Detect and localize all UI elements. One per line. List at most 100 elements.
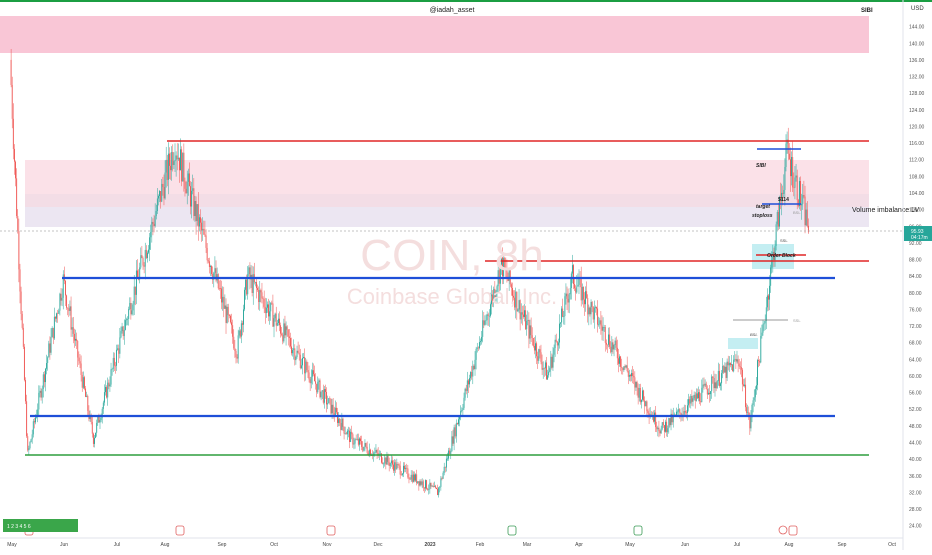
earnings-icon[interactable] [633, 525, 643, 536]
candle-body [65, 280, 66, 296]
candle-body [474, 359, 476, 370]
candle-body [599, 320, 601, 325]
candle-body [782, 192, 784, 194]
candle-body [228, 315, 230, 316]
candle-body [442, 472, 444, 479]
candle-body [12, 118, 14, 149]
candle-body [459, 417, 461, 420]
candle-body [550, 356, 552, 369]
candle-body [294, 348, 296, 361]
candle-body [691, 395, 693, 402]
candle-body [186, 181, 188, 194]
time-axis-label: Nov [323, 542, 332, 548]
candle-body [535, 343, 536, 351]
candle-body [297, 350, 299, 353]
candle-body [642, 390, 643, 400]
price-tick-label: 56.00 [909, 391, 922, 397]
candle-body [426, 480, 428, 489]
candle-body [399, 465, 401, 475]
candle-body [722, 365, 724, 374]
candle-body [214, 268, 216, 273]
candle-body [73, 333, 75, 341]
candle-body [701, 387, 703, 403]
candle-body [350, 431, 352, 442]
drawing-toolbar[interactable] [3, 519, 78, 532]
candle-body [625, 365, 627, 368]
candle-body [241, 323, 243, 325]
candle-body [80, 363, 82, 375]
candle-body [491, 294, 492, 305]
candle-body [555, 339, 557, 342]
candle-body [376, 450, 378, 453]
candle-body [608, 334, 610, 345]
order-block-label: Order Block [767, 253, 796, 259]
candle-body [594, 307, 596, 308]
candle-body [48, 343, 50, 358]
candle-body [70, 306, 72, 330]
candle-body [143, 265, 145, 267]
candle-body [679, 409, 681, 413]
candle-body [91, 421, 93, 434]
time-axis-label: Jun [681, 542, 689, 548]
candle-body [800, 181, 801, 206]
candle-body [784, 166, 786, 190]
candle-body [393, 464, 395, 471]
candle-body [639, 388, 641, 403]
candle-body [696, 393, 698, 399]
candle-body [396, 463, 398, 470]
candle-body [705, 383, 707, 390]
dividend-icon[interactable] [778, 525, 788, 535]
candle-body [79, 361, 81, 364]
price-tick-label: 68.00 [909, 341, 922, 347]
candle-body [693, 394, 695, 399]
candle-body [613, 344, 615, 350]
candle-body [145, 249, 147, 259]
candle-body [597, 308, 599, 325]
candle-body [624, 366, 626, 368]
candle-body [456, 423, 458, 425]
candle-body [565, 293, 567, 297]
candle-body [790, 159, 791, 177]
candle-body [265, 307, 267, 314]
candle-body [729, 362, 731, 366]
candle-body [116, 349, 117, 366]
candle-body [769, 285, 771, 300]
candle-body [520, 312, 522, 320]
candle-body [133, 286, 135, 305]
candle-body [415, 474, 417, 481]
candle-body [86, 395, 88, 397]
candle-body [623, 366, 625, 371]
candle-body [529, 325, 531, 339]
candle-body [516, 291, 518, 312]
price-tick-label: 80.00 [909, 291, 922, 297]
earnings-icon[interactable] [788, 525, 798, 536]
candle-body [306, 361, 308, 371]
candle-body [688, 399, 690, 406]
candle-body [513, 295, 514, 298]
candle-body [775, 224, 777, 246]
candle-body [527, 319, 529, 321]
candle-body [633, 375, 635, 378]
earnings-icon[interactable] [507, 525, 517, 536]
candle-body [797, 200, 799, 207]
candle-body [82, 377, 84, 388]
candle-body [695, 393, 697, 401]
candle-body [662, 422, 664, 426]
earnings-icon[interactable] [175, 525, 185, 536]
candle-body [761, 332, 763, 336]
candle-body [99, 420, 101, 423]
candle-body [768, 295, 769, 300]
candle-body [353, 443, 355, 445]
candle-body [673, 414, 675, 416]
candle-body [631, 373, 633, 377]
candle-body [57, 313, 59, 314]
candle-body [423, 487, 425, 489]
candle-body [366, 446, 368, 453]
candle-body [744, 384, 745, 386]
candle-body [328, 398, 330, 404]
earnings-icon[interactable] [326, 525, 336, 536]
price-tick-label: 28.00 [909, 507, 922, 513]
candle-body [156, 198, 158, 212]
